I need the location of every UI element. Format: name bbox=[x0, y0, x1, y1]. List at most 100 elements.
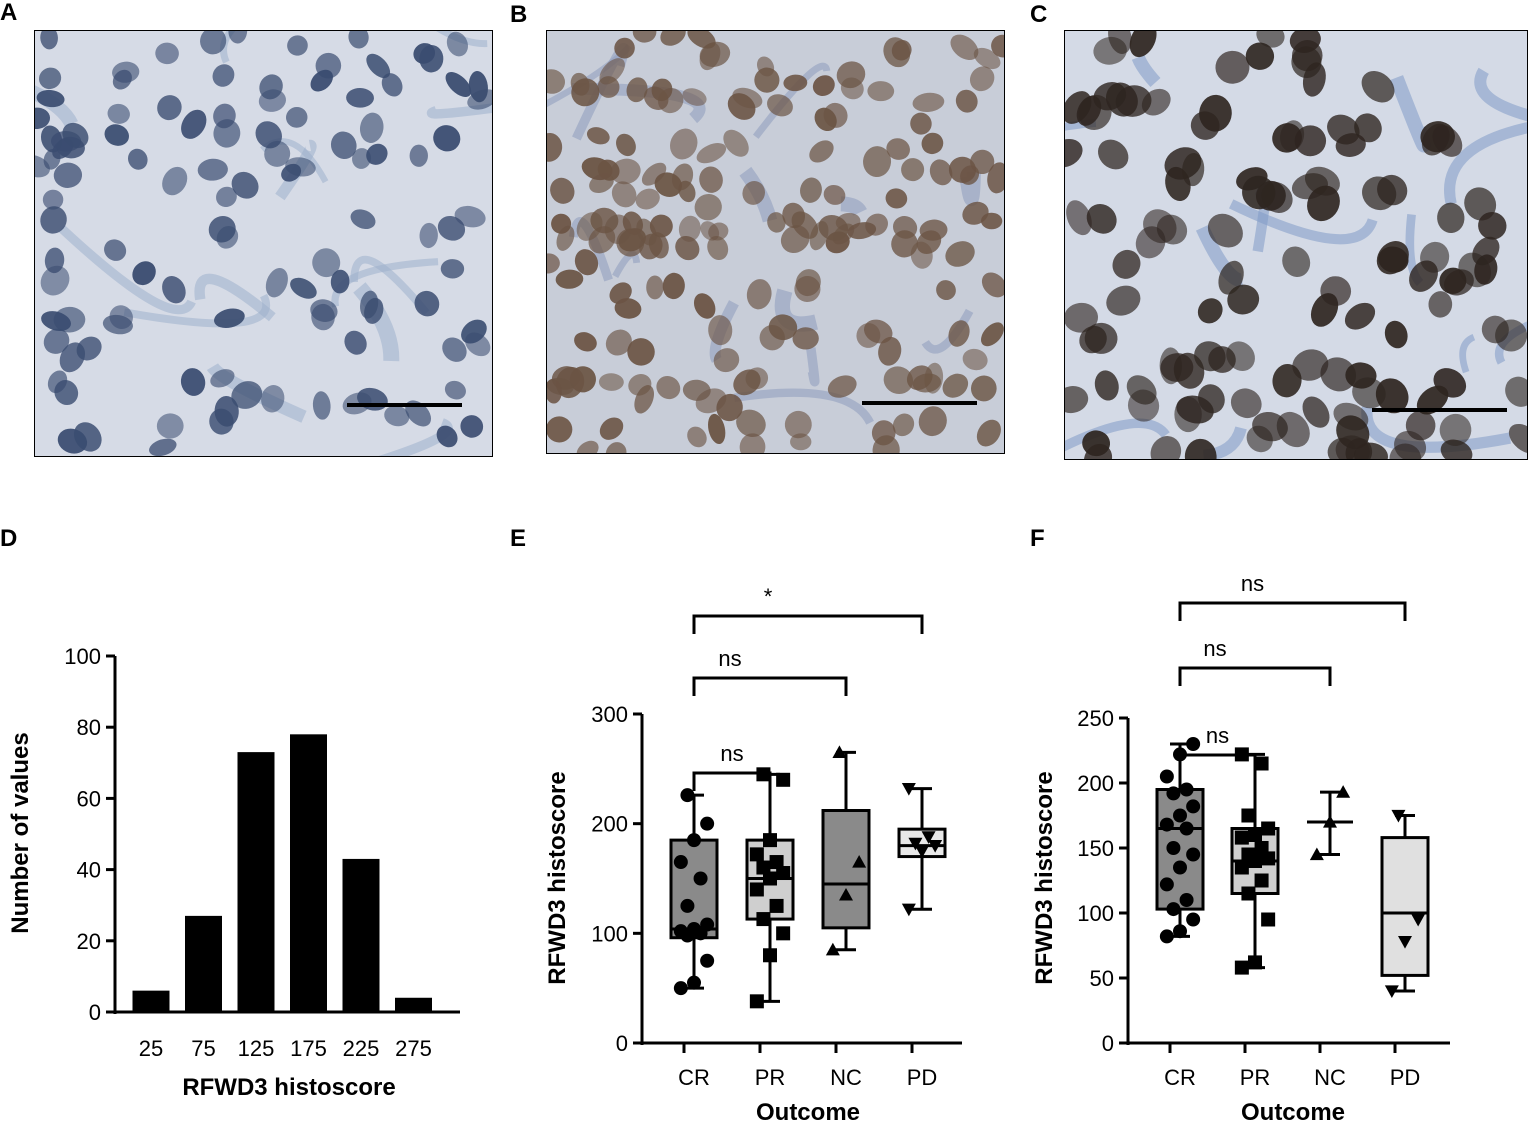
boxplot-chart-e: RFWD3 histoscore Outcome 0 100 200 300 CR PR N… bbox=[544, 584, 962, 1126]
data-point-triangle bbox=[832, 745, 847, 758]
cell-nucleus bbox=[906, 365, 933, 391]
cell-nucleus bbox=[823, 184, 846, 205]
cell-nucleus bbox=[36, 89, 65, 108]
stroma-fiber bbox=[58, 225, 196, 315]
cell-nucleus bbox=[47, 370, 68, 394]
data-point-square bbox=[769, 898, 784, 913]
cell-nucleus bbox=[212, 64, 235, 87]
cell-nucleus bbox=[442, 337, 467, 362]
data-point-square bbox=[749, 994, 764, 1009]
cell-nucleus bbox=[867, 81, 895, 102]
cell-nucleus bbox=[366, 143, 388, 165]
stroma-fiber bbox=[806, 347, 820, 387]
cell-nucleus bbox=[285, 157, 316, 177]
stroma-fiber bbox=[1444, 121, 1528, 206]
cell-nucleus bbox=[950, 34, 979, 61]
cell-nucleus bbox=[767, 94, 793, 117]
cell-nucleus bbox=[1227, 284, 1260, 315]
cell-nucleus bbox=[742, 181, 766, 205]
cell-nucleus bbox=[261, 385, 285, 413]
boxplot-chart-f: RFWD3 histoscore Outcome 0 50 100 150 200 250… bbox=[1031, 571, 1450, 1126]
cell-nucleus bbox=[1464, 187, 1497, 221]
cell-nucleus bbox=[597, 76, 620, 98]
cell-nucleus bbox=[699, 166, 723, 193]
stroma-fiber bbox=[1131, 54, 1161, 88]
cell-nucleus bbox=[104, 239, 127, 261]
cell-nucleus bbox=[62, 122, 89, 149]
cell-nucleus bbox=[1416, 385, 1449, 415]
cell-nucleus bbox=[551, 213, 572, 234]
cell-nucleus bbox=[708, 315, 733, 346]
cell-nucleus bbox=[1384, 320, 1408, 349]
data-point-square bbox=[1241, 886, 1256, 901]
box-PD bbox=[1380, 836, 1430, 977]
data-point-circle bbox=[1186, 912, 1201, 927]
data-point-circle bbox=[700, 816, 715, 831]
data-point-triangle bbox=[839, 887, 853, 901]
cell-nucleus bbox=[827, 375, 857, 398]
x-tick-label: 125 bbox=[238, 1036, 275, 1061]
cell-nucleus bbox=[586, 127, 610, 145]
cell-nucleus bbox=[437, 215, 466, 241]
cell-nucleus bbox=[200, 30, 227, 55]
significance-label: ns bbox=[1206, 723, 1229, 748]
cell-nucleus bbox=[780, 225, 810, 254]
cell-nucleus bbox=[976, 419, 1001, 447]
y-tick-label: 80 bbox=[77, 715, 101, 740]
cell-nucleus bbox=[1292, 349, 1329, 381]
cell-nucleus bbox=[1141, 88, 1171, 116]
cell-nucleus bbox=[1184, 438, 1217, 460]
data-point-circle bbox=[1179, 821, 1194, 836]
y-tick-label: 100 bbox=[591, 921, 628, 946]
data-point-square bbox=[756, 912, 771, 927]
histogram-bar-175 bbox=[290, 734, 327, 1012]
cell-nucleus bbox=[1428, 291, 1453, 318]
y-tick-label: 100 bbox=[1077, 901, 1114, 926]
data-point-triangle-down bbox=[915, 845, 929, 859]
cell-nucleus bbox=[782, 202, 806, 229]
stroma-fiber bbox=[1474, 67, 1528, 122]
data-point-circle bbox=[1166, 902, 1181, 917]
cell-nucleus bbox=[576, 212, 603, 241]
comparison-bracket bbox=[692, 676, 848, 696]
cell-nucleus bbox=[104, 124, 129, 146]
comparison-bracket bbox=[1178, 753, 1257, 773]
cell-nucleus bbox=[885, 188, 908, 209]
cell-nucleus bbox=[109, 305, 133, 329]
data-point-triangle-down bbox=[1411, 913, 1426, 927]
data-point-circle bbox=[1179, 893, 1194, 907]
cell-nucleus bbox=[259, 74, 283, 100]
data-point-circle bbox=[1173, 924, 1187, 939]
data-point-square bbox=[1248, 828, 1262, 842]
cell-nucleus bbox=[1474, 254, 1498, 285]
cell-nucleus bbox=[1079, 325, 1107, 354]
cell-nucleus bbox=[687, 30, 716, 49]
cell-nucleus bbox=[162, 275, 186, 304]
data-point-circle bbox=[1186, 799, 1201, 814]
cell-nucleus bbox=[847, 222, 877, 240]
cell-nucleus bbox=[1495, 319, 1528, 352]
cell-nucleus bbox=[635, 188, 660, 210]
histogram-bar-125 bbox=[237, 752, 275, 1012]
cell-nucleus bbox=[312, 391, 331, 420]
cell-nucleus bbox=[546, 416, 573, 443]
cell-nucleus bbox=[682, 379, 711, 401]
micrograph-c bbox=[1064, 30, 1528, 460]
cell-nucleus bbox=[43, 328, 70, 354]
data-point-circle bbox=[1159, 877, 1174, 892]
cell-nucleus bbox=[962, 201, 989, 225]
cell-nucleus bbox=[1439, 413, 1472, 447]
cell-nucleus bbox=[792, 327, 819, 350]
cell-nucleus bbox=[409, 144, 428, 167]
cell-nucleus bbox=[419, 222, 438, 249]
y-tick-label: 200 bbox=[1077, 771, 1114, 796]
data-point-circle bbox=[693, 871, 708, 886]
cell-nucleus bbox=[346, 88, 374, 108]
data-point-square bbox=[756, 860, 771, 875]
panel-letter-f: F bbox=[1030, 525, 1045, 552]
cell-nucleus bbox=[694, 193, 722, 221]
cell-nucleus bbox=[555, 269, 584, 289]
cell-nucleus bbox=[1112, 249, 1141, 279]
cell-nucleus bbox=[264, 140, 291, 167]
